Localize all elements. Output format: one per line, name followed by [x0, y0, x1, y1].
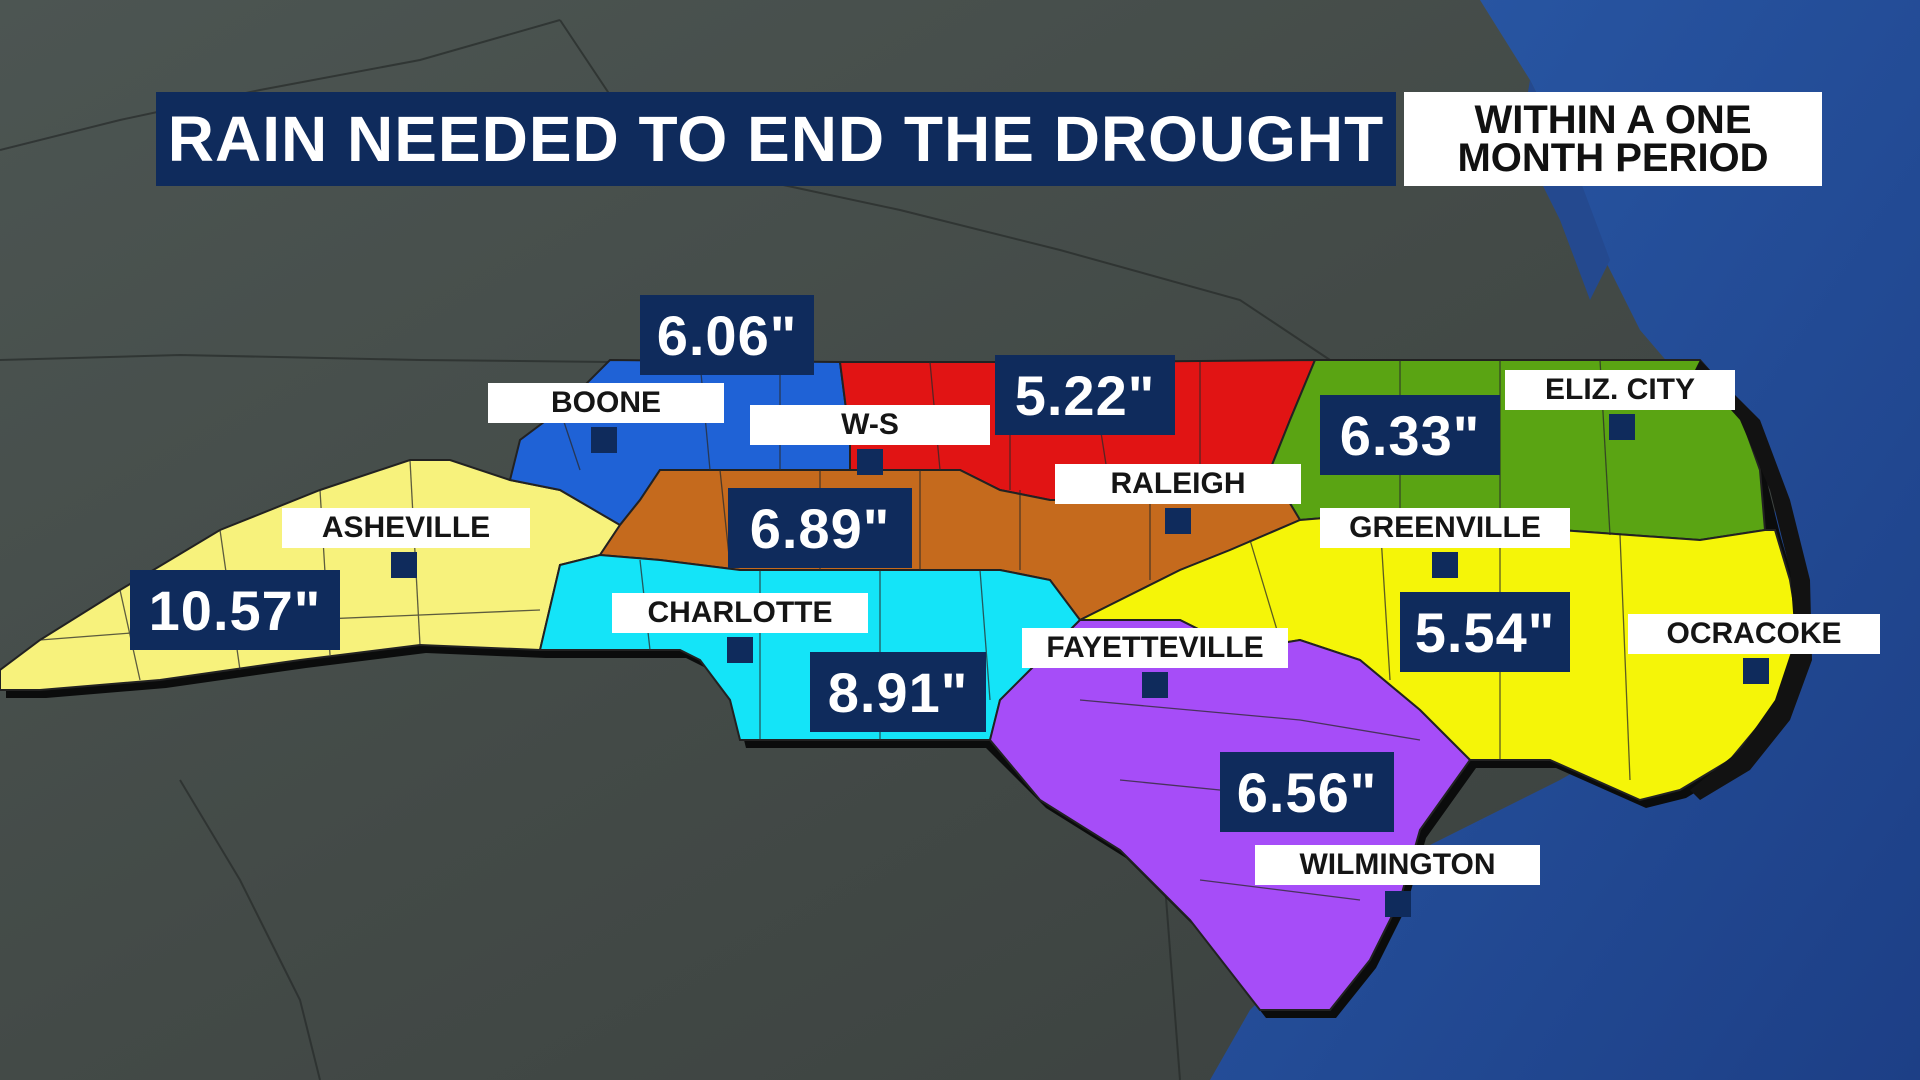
city-marker-ws	[857, 449, 883, 475]
city-marker-eliz-city	[1609, 414, 1635, 440]
value-central-coastal: 5.54"	[1400, 592, 1570, 672]
value-southern-piedmont: 8.91"	[810, 652, 986, 732]
city-label-greenville: GREENVILLE	[1320, 508, 1570, 548]
city-marker-fayetteville	[1142, 672, 1168, 698]
city-label-wilmington: WILMINGTON	[1255, 845, 1540, 885]
value-northeast: 6.33"	[1320, 395, 1500, 475]
map-title: RAIN NEEDED TO END THE DROUGHT	[156, 92, 1396, 186]
subtitle-line-1: WITHIN A ONE	[1474, 98, 1752, 142]
ocean	[1210, 0, 1920, 1080]
subtitle-line-2: MONTH PERIOD	[1457, 136, 1769, 180]
map-subtitle: WITHIN A ONE MONTH PERIOD	[1404, 92, 1822, 186]
value-mountains: 10.57"	[130, 570, 340, 650]
city-marker-wilmington	[1385, 891, 1411, 917]
city-label-charlotte: CHARLOTTE	[612, 593, 868, 633]
outer-banks	[1690, 360, 1812, 800]
city-marker-raleigh	[1165, 508, 1191, 534]
city-marker-boone	[591, 427, 617, 453]
value-southeast: 6.56"	[1220, 752, 1394, 832]
city-marker-greenville	[1432, 552, 1458, 578]
city-label-fayetteville: FAYETTEVILLE	[1022, 628, 1288, 668]
city-label-ocracoke: OCRACOKE	[1628, 614, 1880, 654]
city-marker-asheville	[391, 552, 417, 578]
city-marker-ocracoke	[1743, 658, 1769, 684]
city-marker-charlotte	[727, 637, 753, 663]
city-label-boone: BOONE	[488, 383, 724, 423]
value-piedmont: 6.89"	[728, 488, 912, 568]
city-label-eliz-city: ELIZ. CITY	[1505, 370, 1735, 410]
value-north-central: 5.22"	[995, 355, 1175, 435]
city-label-raleigh: RALEIGH	[1055, 464, 1301, 504]
value-northwest: 6.06"	[640, 295, 814, 375]
city-label-asheville: ASHEVILLE	[282, 508, 530, 548]
map-title-text: RAIN NEEDED TO END THE DROUGHT	[167, 103, 1385, 175]
city-label-ws: W-S	[750, 405, 990, 445]
